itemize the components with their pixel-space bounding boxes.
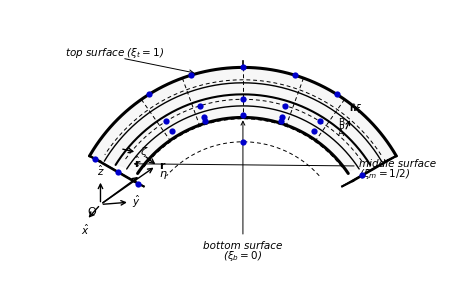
Text: A: A	[338, 129, 344, 138]
Text: $\hat{y}$: $\hat{y}$	[132, 194, 141, 210]
Text: $\hat{\bf r}$: $\hat{\bf r}$	[134, 154, 141, 170]
Text: top surface ($\xi_t = 1$): top surface ($\xi_t = 1$)	[65, 46, 164, 60]
Text: ($\xi_m = 1/2$): ($\xi_m = 1/2$)	[359, 167, 410, 181]
Text: bottom surface: bottom surface	[203, 241, 283, 251]
Text: ($\xi_b = 0$): ($\xi_b = 0$)	[223, 249, 263, 263]
Text: P: P	[338, 124, 344, 133]
Polygon shape	[90, 67, 396, 172]
Text: middle surface: middle surface	[359, 159, 437, 169]
Text: $\eta$: $\eta$	[159, 169, 168, 181]
Text: $\hat{x}$: $\hat{x}$	[81, 223, 89, 237]
Polygon shape	[90, 156, 144, 186]
Text: $\zeta$: $\zeta$	[140, 145, 149, 160]
Text: $\bf r$: $\bf r$	[159, 160, 166, 171]
Text: $\xi$: $\xi$	[355, 102, 362, 115]
Text: $\bf\hat{n}$: $\bf\hat{n}$	[349, 103, 357, 114]
Text: O: O	[87, 207, 96, 217]
Text: $\hat{z}$: $\hat{z}$	[98, 163, 105, 178]
Polygon shape	[342, 156, 396, 186]
Text: B: B	[338, 118, 344, 127]
